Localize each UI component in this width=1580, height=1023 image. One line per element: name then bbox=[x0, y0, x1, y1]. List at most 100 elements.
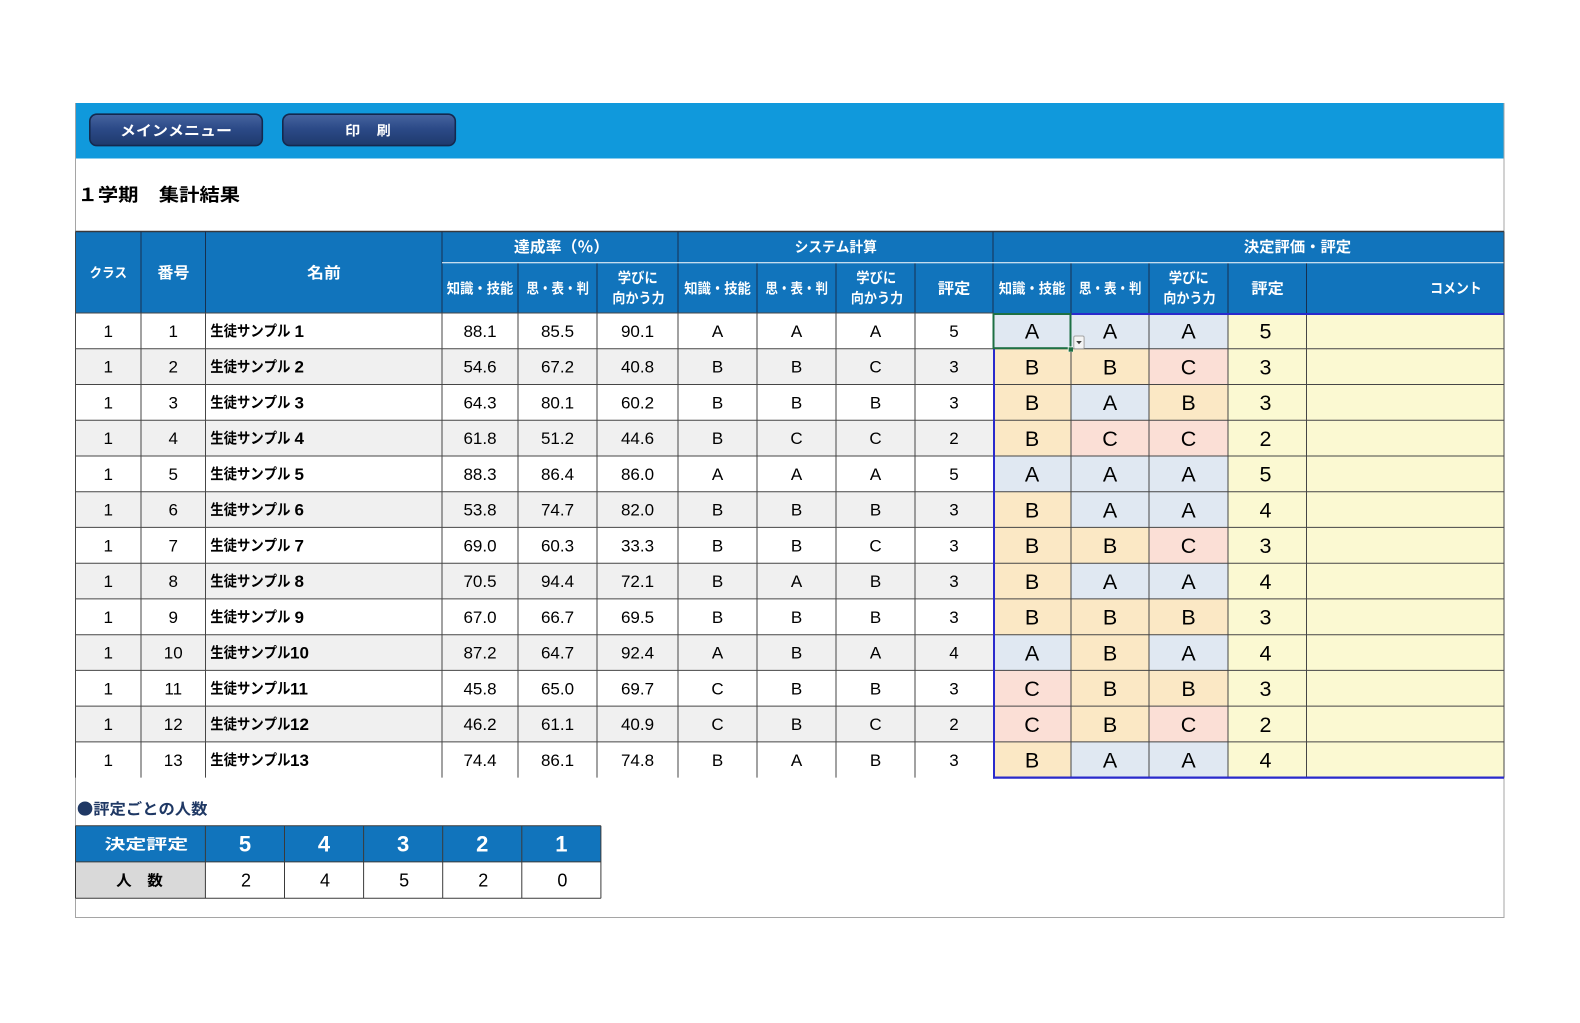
svg-text:3: 3 bbox=[949, 501, 958, 520]
svg-text:C: C bbox=[1181, 355, 1197, 379]
svg-text:11: 11 bbox=[164, 679, 182, 698]
svg-text:72.1: 72.1 bbox=[621, 572, 654, 591]
svg-text:46.2: 46.2 bbox=[463, 715, 496, 734]
svg-text:A: A bbox=[1181, 320, 1196, 344]
svg-text:3: 3 bbox=[949, 536, 958, 555]
svg-text:86.4: 86.4 bbox=[541, 465, 574, 484]
svg-text:7: 7 bbox=[169, 536, 178, 555]
svg-text:B: B bbox=[712, 751, 723, 770]
svg-text:C: C bbox=[1024, 677, 1040, 701]
svg-text:13: 13 bbox=[290, 751, 309, 770]
svg-text:A: A bbox=[870, 644, 882, 663]
svg-text:88.1: 88.1 bbox=[463, 322, 496, 341]
svg-text:A: A bbox=[1103, 570, 1118, 594]
svg-text:B: B bbox=[791, 715, 802, 734]
svg-text:1: 1 bbox=[104, 751, 113, 770]
svg-text:A: A bbox=[712, 465, 724, 484]
svg-text:60.2: 60.2 bbox=[621, 394, 654, 413]
svg-text:B: B bbox=[870, 501, 881, 520]
svg-text:3: 3 bbox=[949, 751, 958, 770]
svg-text:4: 4 bbox=[1260, 498, 1272, 522]
svg-text:4: 4 bbox=[169, 429, 178, 448]
svg-text:0: 0 bbox=[557, 871, 567, 891]
svg-text:74.8: 74.8 bbox=[621, 751, 654, 770]
svg-text:A: A bbox=[1025, 463, 1040, 487]
svg-text:69.7: 69.7 bbox=[621, 679, 654, 698]
svg-text:5: 5 bbox=[949, 322, 958, 341]
svg-text:87.2: 87.2 bbox=[463, 644, 496, 663]
svg-text:B: B bbox=[712, 358, 723, 377]
svg-text:1: 1 bbox=[104, 608, 113, 627]
svg-text:C: C bbox=[869, 536, 881, 555]
svg-text:B: B bbox=[791, 358, 802, 377]
svg-text:90.1: 90.1 bbox=[621, 322, 654, 341]
svg-text:B: B bbox=[870, 751, 881, 770]
svg-text:82.0: 82.0 bbox=[621, 501, 654, 520]
svg-text:A: A bbox=[791, 465, 803, 484]
svg-text:A: A bbox=[712, 644, 724, 663]
svg-text:C: C bbox=[790, 429, 802, 448]
svg-text:67.0: 67.0 bbox=[463, 608, 496, 627]
svg-text:33.3: 33.3 bbox=[621, 536, 654, 555]
svg-text:64.7: 64.7 bbox=[541, 644, 574, 663]
svg-text:B: B bbox=[1025, 606, 1039, 630]
svg-text:2: 2 bbox=[169, 358, 178, 377]
svg-text:5: 5 bbox=[1260, 320, 1272, 344]
svg-text:4: 4 bbox=[318, 832, 331, 857]
svg-text:B: B bbox=[791, 644, 802, 663]
svg-text:B: B bbox=[1103, 355, 1117, 379]
svg-text:A: A bbox=[712, 322, 724, 341]
svg-text:10: 10 bbox=[164, 644, 183, 663]
svg-text:1: 1 bbox=[104, 572, 113, 591]
svg-text:A: A bbox=[1103, 463, 1118, 487]
svg-text:1: 1 bbox=[104, 679, 113, 698]
svg-text:B: B bbox=[712, 536, 723, 555]
svg-text:45.8: 45.8 bbox=[463, 679, 496, 698]
svg-text:B: B bbox=[712, 501, 723, 520]
svg-text:2: 2 bbox=[241, 871, 251, 891]
svg-text:C: C bbox=[1024, 713, 1040, 737]
svg-text:3: 3 bbox=[295, 394, 304, 413]
svg-text:2: 2 bbox=[476, 832, 488, 857]
svg-text:A: A bbox=[791, 322, 803, 341]
svg-text:7: 7 bbox=[295, 536, 304, 555]
svg-text:B: B bbox=[791, 394, 802, 413]
svg-text:61.1: 61.1 bbox=[541, 715, 574, 734]
svg-text:2: 2 bbox=[1260, 713, 1272, 737]
svg-text:B: B bbox=[1103, 606, 1117, 630]
svg-text:1: 1 bbox=[104, 715, 113, 734]
svg-text:3: 3 bbox=[397, 832, 409, 857]
svg-text:8: 8 bbox=[295, 572, 304, 591]
svg-text:2: 2 bbox=[295, 358, 304, 377]
svg-text:C: C bbox=[869, 715, 881, 734]
svg-text:53.8: 53.8 bbox=[463, 501, 496, 520]
svg-text:C: C bbox=[1181, 713, 1197, 737]
svg-text:4: 4 bbox=[1260, 641, 1272, 665]
svg-text:80.1: 80.1 bbox=[541, 394, 574, 413]
svg-text:9: 9 bbox=[169, 608, 178, 627]
svg-text:4: 4 bbox=[1260, 570, 1272, 594]
svg-text:65.0: 65.0 bbox=[541, 679, 574, 698]
svg-text:2: 2 bbox=[949, 715, 958, 734]
svg-text:85.5: 85.5 bbox=[541, 322, 574, 341]
svg-text:11: 11 bbox=[290, 679, 308, 698]
svg-text:4: 4 bbox=[949, 644, 958, 663]
svg-text:9: 9 bbox=[295, 608, 304, 627]
svg-text:B: B bbox=[1025, 498, 1039, 522]
svg-text:B: B bbox=[870, 572, 881, 591]
svg-text:3: 3 bbox=[1260, 677, 1272, 701]
svg-text:B: B bbox=[870, 679, 881, 698]
svg-text:3: 3 bbox=[169, 394, 178, 413]
svg-text:B: B bbox=[1103, 677, 1117, 701]
svg-text:66.7: 66.7 bbox=[541, 608, 574, 627]
svg-text:94.4: 94.4 bbox=[541, 572, 574, 591]
svg-text:A: A bbox=[1103, 498, 1118, 522]
svg-text:1: 1 bbox=[104, 429, 113, 448]
svg-text:2: 2 bbox=[949, 429, 958, 448]
svg-text:2: 2 bbox=[478, 871, 488, 891]
svg-text:1: 1 bbox=[169, 322, 178, 341]
svg-text:1: 1 bbox=[295, 322, 304, 341]
svg-text:70.5: 70.5 bbox=[463, 572, 496, 591]
svg-text:B: B bbox=[1025, 355, 1039, 379]
svg-text:6: 6 bbox=[295, 501, 304, 520]
